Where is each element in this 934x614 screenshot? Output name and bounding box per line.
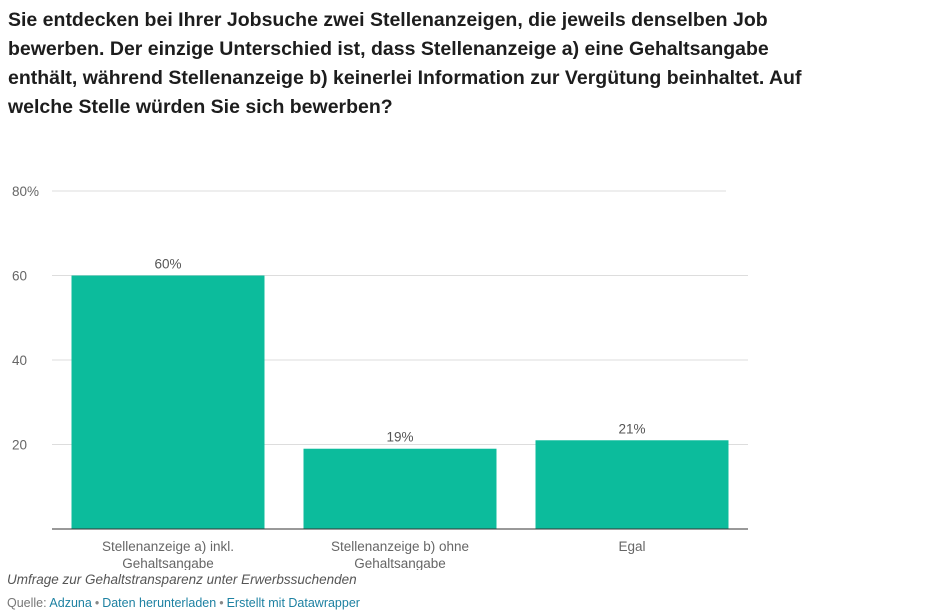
source-link-adzuna[interactable]: Adzuna	[49, 596, 92, 610]
source-prefix: Quelle:	[7, 596, 47, 610]
x-tick-label: Egal	[618, 539, 645, 554]
chart-title: Sie entdecken bei Ihrer Jobsuche zwei St…	[8, 9, 802, 118]
chart-notes: Umfrage zur Gehaltstransparenz unter Erw…	[7, 572, 357, 587]
y-tick-label: 20	[12, 438, 27, 453]
download-data-link[interactable]: Daten herunterladen	[102, 596, 217, 610]
bar-chart: 20 40 60 80% 60% Stellenanzeige a) inkl. Gehal…	[12, 184, 748, 570]
source-line: Quelle: Adzuna • Daten herunterladen • Erste…	[7, 596, 360, 610]
data-label: 19%	[386, 430, 413, 445]
x-tick-label: Stellenanzeige b) ohne Gehaltsangabe	[331, 539, 469, 570]
x-tick-label: Stellenanzeige a) inkl. Gehaltsangabe	[102, 539, 234, 570]
datawrapper-link[interactable]: Erstellt mit Datawrapper	[226, 596, 360, 610]
data-label: 60%	[154, 257, 181, 272]
separator-dot: •	[94, 596, 100, 610]
y-tick-label: 40	[12, 353, 27, 368]
y-tick-label: 80%	[12, 184, 39, 199]
data-label: 21%	[618, 421, 645, 436]
y-tick-label: 60	[12, 269, 27, 284]
separator-dot: •	[219, 596, 224, 610]
bar	[535, 440, 729, 529]
bar	[303, 448, 497, 529]
bar	[71, 275, 265, 529]
